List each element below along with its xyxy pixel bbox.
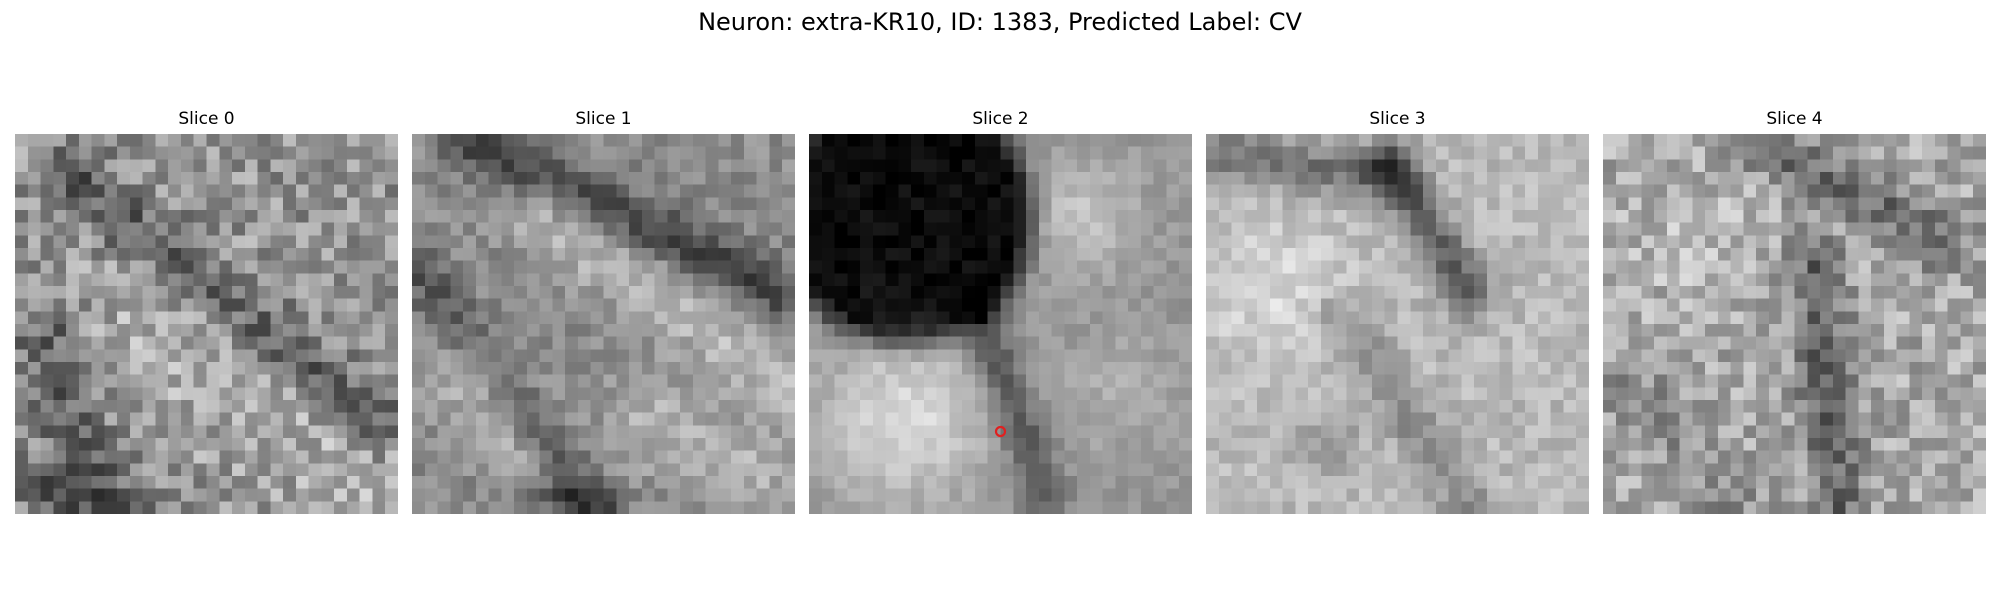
slice-title-0: Slice 0 (178, 109, 235, 129)
slice-title-1: Slice 1 (575, 109, 632, 129)
slice-title-2: Slice 2 (972, 109, 1029, 129)
slice-panel-1: Slice 1 (412, 106, 795, 514)
slice-panel-0: Slice 0 (15, 106, 398, 514)
slice-panel-3: Slice 3 (1206, 106, 1589, 514)
slice-panel-4: Slice 4 (1603, 106, 1986, 514)
slice-image-2 (809, 134, 1192, 514)
slice-image-4 (1603, 134, 1986, 514)
slice-panel-2: Slice 2 (809, 106, 1192, 514)
slice-image-0 (15, 134, 398, 514)
figure-title: Neuron: extra-KR10, ID: 1383, Predicted … (698, 8, 1302, 36)
slice-title-3: Slice 3 (1369, 109, 1426, 129)
slice-title-4: Slice 4 (1766, 109, 1823, 129)
slice-image-3 (1206, 134, 1589, 514)
slice-image-1 (412, 134, 795, 514)
